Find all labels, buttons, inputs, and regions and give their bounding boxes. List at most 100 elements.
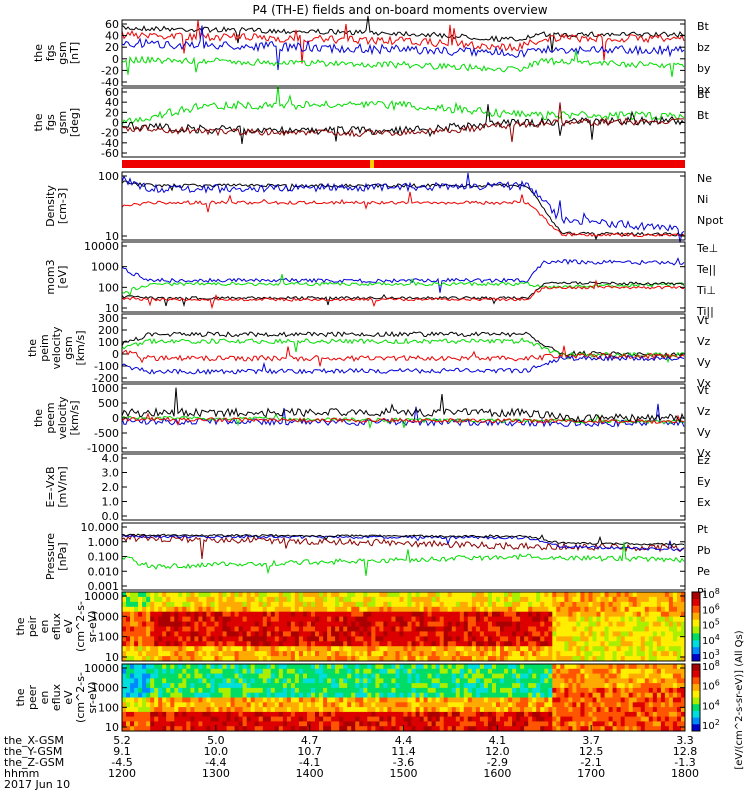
- spectrogram-cell: [399, 596, 404, 603]
- spectrogram-cell: [568, 621, 573, 627]
- spectrogram-cell: [158, 678, 163, 684]
- spectrogram-cell: [415, 711, 421, 718]
- spectrogram-cell: [290, 611, 296, 618]
- spectrogram-cell: [258, 611, 264, 618]
- spectrogram-cell: [580, 707, 585, 713]
- spectrogram-cell: [556, 626, 561, 632]
- spectrogram-cell: [150, 631, 155, 637]
- spectrogram-cell: [455, 702, 461, 708]
- spectrogram-cell: [294, 692, 300, 698]
- spectrogram-cell: [339, 683, 344, 689]
- spectrogram-cell: [552, 626, 557, 632]
- colorbar-label: [eV/(cm^2-s-sr-eV)] (All Qs): [734, 630, 745, 769]
- spectrogram-cell: [475, 616, 481, 622]
- spectrogram-cell: [596, 626, 601, 632]
- spectrogram-cell: [592, 596, 597, 603]
- spectrogram-cell: [459, 626, 465, 632]
- spectrogram-cell: [560, 726, 565, 732]
- spectrogram-cell: [451, 611, 457, 618]
- spectrogram-cell: [214, 606, 219, 613]
- spectrogram-cell: [331, 646, 336, 652]
- spectrogram-cell: [375, 601, 380, 608]
- spectrogram-cell: [210, 606, 215, 613]
- spectrogram-cell: [451, 721, 457, 727]
- spectrogram-cell: [294, 678, 300, 684]
- spectrogram-cell: [218, 611, 223, 618]
- spectrogram-cell: [467, 626, 473, 632]
- spectrogram-cell: [451, 683, 457, 689]
- spectrogram-cell: [238, 697, 244, 703]
- spectrogram-cell: [363, 721, 368, 727]
- spectrogram-cell: [182, 721, 187, 727]
- spectrogram-cell: [632, 721, 638, 727]
- spectrogram-cell: [206, 656, 211, 662]
- spectrogram-cell: [274, 601, 280, 608]
- spectrogram-cell: [150, 716, 155, 722]
- spectrogram-cell: [206, 687, 211, 694]
- spectrogram-cell: [407, 641, 412, 647]
- spectrogram-cell: [548, 683, 553, 689]
- spectrogram-cell: [439, 651, 445, 657]
- spectrogram-cell: [560, 592, 565, 598]
- spectrogram-cell: [186, 711, 191, 718]
- spectrogram-cell: [652, 716, 658, 722]
- spectrogram-cell: [600, 606, 605, 613]
- spectrogram-cell: [210, 711, 215, 718]
- spectrogram-cell: [600, 687, 605, 694]
- spectrogram-cell: [335, 611, 340, 618]
- spectrogram-cell: [258, 692, 264, 698]
- colorbar-band: [692, 626, 700, 634]
- spectrogram-cell: [451, 626, 457, 632]
- spectrogram-cell: [560, 707, 565, 713]
- spectrogram-cell: [311, 692, 316, 698]
- spectrogram-cell: [636, 592, 642, 598]
- spectrogram-cell: [134, 631, 139, 637]
- spectrogram-cell: [632, 711, 638, 718]
- spectrogram-cell: [319, 601, 324, 608]
- spectrogram-cell: [492, 631, 497, 637]
- spectrogram-cell: [681, 631, 686, 637]
- spectrogram-cell: [206, 611, 211, 618]
- spectrogram-cell: [471, 711, 477, 718]
- spectrogram-cell: [214, 611, 219, 618]
- spectrogram-cell: [319, 721, 324, 727]
- spectrogram-cell: [520, 651, 525, 657]
- spectrogram-cell: [487, 716, 493, 722]
- spectrogram-cell: [270, 631, 276, 637]
- spectrogram-cell: [632, 611, 638, 618]
- spectrogram-cell: [303, 726, 308, 732]
- spectrogram-cell: [246, 726, 252, 732]
- spectrogram-cell: [182, 697, 187, 703]
- spectrogram-cell: [431, 726, 437, 732]
- spectrogram-cell: [142, 697, 147, 703]
- spectrogram-cell: [387, 626, 392, 632]
- spectrogram-cell: [331, 692, 336, 698]
- spectrogram-cell: [648, 678, 654, 684]
- spectrogram-cell: [500, 668, 505, 675]
- spectrogram-cell: [190, 641, 195, 647]
- spectrogram-cell: [427, 616, 433, 622]
- spectrogram-cell: [435, 631, 441, 637]
- spectrogram-cell: [327, 707, 332, 713]
- spectrogram-cell: [536, 626, 541, 632]
- spectrogram-cell: [399, 606, 404, 613]
- panels: 6040200-20-40thefgsgsm[nT]Btbzbybx604020…: [14, 15, 724, 734]
- spectrogram-cell: [544, 683, 549, 689]
- colorbar-band: [692, 710, 700, 719]
- bx-line: [121, 25, 685, 71]
- spectrogram-cell: [512, 697, 517, 703]
- spectrogram-cell: [467, 707, 473, 713]
- spectrogram-cell: [218, 687, 223, 694]
- spectrogram-cell: [652, 601, 658, 608]
- spectrogram-cell: [572, 678, 577, 684]
- spectrogram-cell: [166, 711, 171, 718]
- spectrogram-cell: [198, 601, 203, 608]
- y-tick-label: -200: [94, 372, 119, 385]
- spectrogram-cell: [528, 656, 533, 662]
- spectrogram-cell: [419, 716, 425, 722]
- spectrogram-cell: [500, 646, 505, 652]
- by-line: [121, 50, 685, 77]
- spectrogram-cell: [230, 631, 236, 637]
- spectrogram-cell: [238, 631, 244, 637]
- spectrogram-cell: [138, 651, 143, 657]
